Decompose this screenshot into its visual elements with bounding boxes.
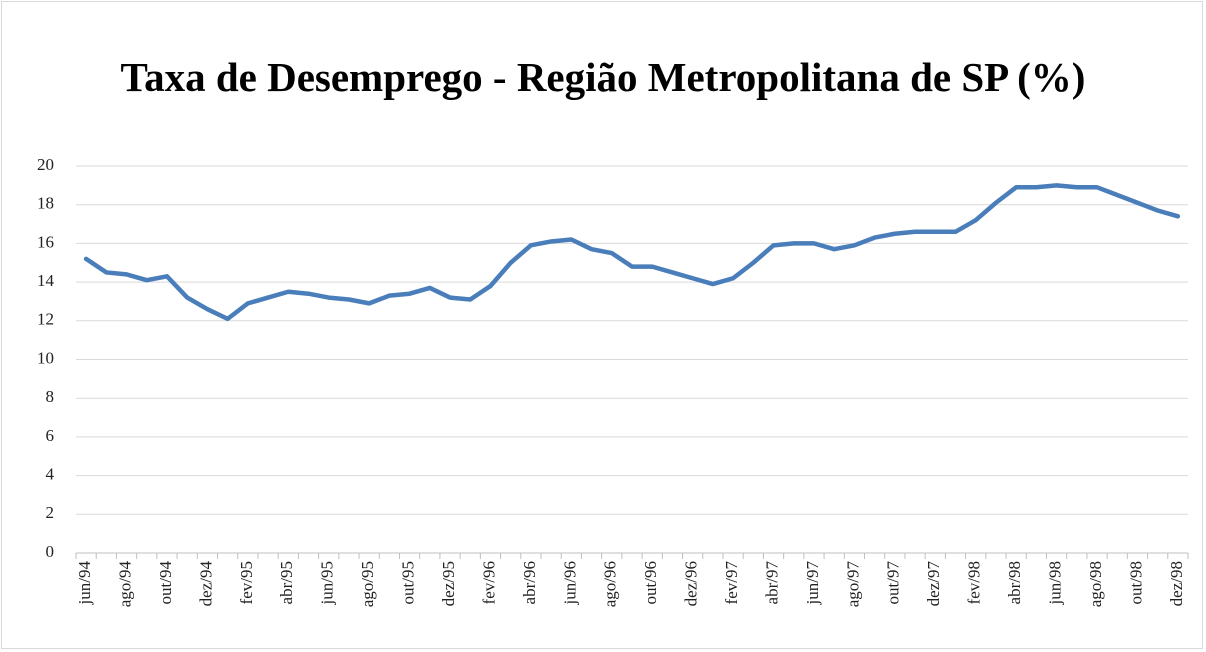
x-tick-label: ago/94 — [115, 561, 134, 608]
x-tick-label: abr/97 — [762, 561, 781, 605]
y-tick-label: 2 — [46, 503, 55, 522]
x-tick-label: jun/98 — [1045, 561, 1064, 605]
y-tick-label: 16 — [37, 232, 54, 251]
y-tick-label: 6 — [46, 426, 55, 445]
x-tick-label: out/98 — [1126, 561, 1145, 604]
y-tick-label: 4 — [46, 465, 55, 484]
x-tick-label: dez/96 — [682, 561, 701, 606]
x-tick-label: abr/95 — [277, 561, 296, 604]
y-tick-label: 20 — [37, 155, 54, 174]
x-tick-label: dez/95 — [439, 561, 458, 606]
x-tick-label: fev/97 — [722, 561, 741, 605]
y-tick-label: 8 — [46, 387, 55, 406]
x-tick-label: ago/96 — [601, 561, 620, 607]
x-tick-label: out/96 — [641, 561, 660, 604]
x-tick-label: dez/94 — [196, 561, 215, 607]
chart-title: Taxa de Desemprego - Região Metropolitan… — [120, 54, 1086, 100]
x-tick-label: jun/97 — [803, 561, 822, 606]
y-tick-label: 14 — [37, 271, 55, 290]
x-tick-label: dez/97 — [924, 561, 943, 607]
x-tick-label: fev/96 — [479, 561, 498, 604]
x-tick-label: jun/96 — [560, 561, 579, 605]
x-tick-label: abr/98 — [1005, 561, 1024, 604]
y-tick-label: 10 — [37, 348, 54, 367]
x-tick-label: jun/95 — [318, 561, 337, 605]
x-tick-label: abr/96 — [520, 561, 539, 604]
x-tick-label: ago/98 — [1086, 561, 1105, 607]
x-tick-label: fev/98 — [965, 561, 984, 604]
y-tick-label: 0 — [46, 542, 55, 561]
data-line — [83, 183, 1181, 322]
x-tick-label: out/94 — [156, 561, 175, 605]
x-tick-label: dez/98 — [1167, 561, 1186, 606]
x-tick-label: ago/97 — [843, 561, 862, 608]
x-tick-label: ago/95 — [358, 561, 377, 607]
y-tick-label: 18 — [37, 194, 54, 213]
y-tick-label: 12 — [37, 310, 54, 329]
x-tick-label: out/97 — [884, 561, 903, 605]
x-tick-label: out/95 — [399, 561, 418, 604]
x-tick-label: jun/94 — [75, 561, 94, 606]
x-tick-label: fev/95 — [237, 561, 256, 604]
